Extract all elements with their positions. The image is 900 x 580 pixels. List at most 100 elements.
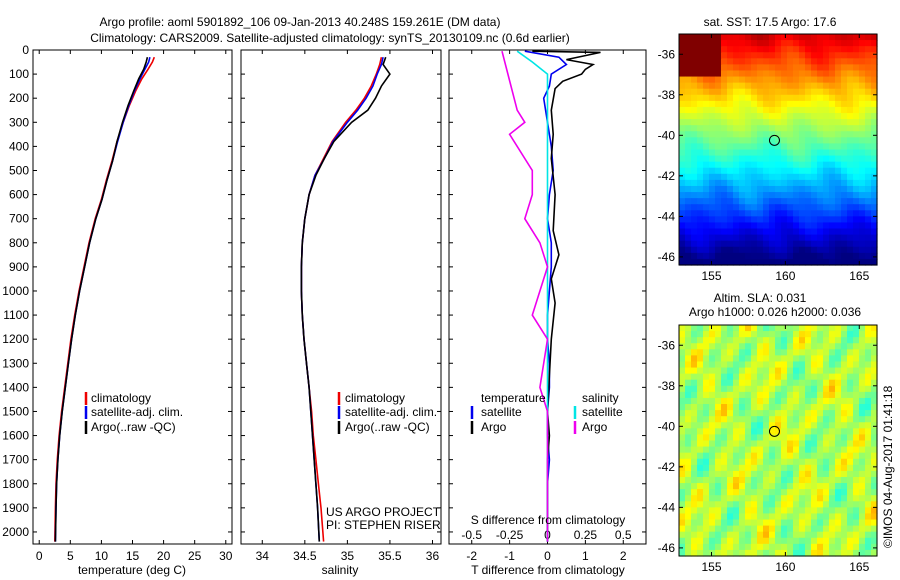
map-cell xyxy=(757,543,764,551)
map-cell xyxy=(793,549,800,557)
map-cell xyxy=(715,204,722,211)
map-cell xyxy=(817,452,824,460)
map-cell xyxy=(775,131,782,138)
map-cell xyxy=(793,410,800,417)
map-cell xyxy=(805,100,812,108)
map-cell xyxy=(847,40,854,47)
map-cell xyxy=(703,240,710,248)
map-cell xyxy=(751,379,758,387)
map-cell xyxy=(697,240,704,248)
map-cell xyxy=(733,222,740,230)
map-cell xyxy=(841,476,848,484)
map-cell xyxy=(739,106,746,114)
map-cell xyxy=(823,343,830,350)
salinity-panel: 34 34.5 35 35.5 36 salinity climatology sate… xyxy=(240,49,442,577)
map-cell xyxy=(799,252,806,260)
map-cell xyxy=(715,234,722,242)
map-cell xyxy=(727,391,734,399)
map-cell xyxy=(739,464,746,472)
map-cell xyxy=(751,428,758,436)
sla-map-frame xyxy=(678,324,878,557)
map-cell xyxy=(691,422,698,429)
map-cell xyxy=(721,58,728,65)
map-cell xyxy=(805,549,812,557)
map-cell xyxy=(709,458,716,466)
map-cell xyxy=(721,113,728,120)
map-cell xyxy=(769,440,776,448)
map-cell xyxy=(817,34,824,41)
map-cell xyxy=(859,119,866,126)
map-cell xyxy=(769,404,776,411)
map-cell xyxy=(841,76,848,84)
map-cell xyxy=(709,404,716,411)
map-cell xyxy=(727,143,734,151)
lat-tick-label: -46 xyxy=(658,250,676,264)
map-cell xyxy=(757,258,764,266)
map-cell xyxy=(763,94,770,102)
map-cell xyxy=(847,131,854,138)
map-cell xyxy=(793,397,800,405)
map-cell xyxy=(769,52,776,59)
map-cell xyxy=(703,367,710,375)
map-cell xyxy=(733,143,740,151)
map-cell xyxy=(757,325,764,332)
map-cell xyxy=(757,428,764,436)
map-cell xyxy=(745,501,752,508)
map-cell xyxy=(793,470,800,478)
map-cell xyxy=(805,246,812,254)
map-cell xyxy=(871,434,878,442)
map-cell xyxy=(787,125,794,132)
map-cell xyxy=(727,489,734,496)
map-cell xyxy=(787,379,794,387)
series-line-argo-raw-qc- xyxy=(300,56,391,542)
map-cell xyxy=(781,106,788,114)
map-cell xyxy=(685,131,692,138)
map-cell xyxy=(757,385,764,393)
map-cell xyxy=(733,149,740,157)
map-cell xyxy=(727,179,734,187)
map-cell xyxy=(757,331,764,338)
map-cell xyxy=(829,234,836,242)
map-cell xyxy=(775,76,782,84)
map-cell xyxy=(733,234,740,242)
x-tick-label: 1 xyxy=(582,549,589,563)
map-cell xyxy=(769,367,776,375)
map-cell xyxy=(757,513,764,521)
map-cell xyxy=(823,100,830,108)
map-cell xyxy=(787,337,794,344)
map-cell xyxy=(751,76,758,84)
map-cell xyxy=(835,404,842,411)
map-cell xyxy=(679,519,686,527)
map-cell xyxy=(859,143,866,151)
map-cell xyxy=(757,501,764,508)
map-cell xyxy=(697,210,704,217)
map-cell xyxy=(787,161,794,169)
map-cell xyxy=(865,385,872,393)
map-cell xyxy=(679,52,686,59)
map-cell xyxy=(805,476,812,484)
map-cell xyxy=(781,361,788,369)
map-cell xyxy=(781,373,788,381)
sla-map-panel: Altim. SLA: 0.031 Argo h1000: 0.026 h200… xyxy=(658,291,878,574)
map-cell xyxy=(697,40,704,47)
map-cell xyxy=(721,76,728,84)
map-cell xyxy=(697,64,704,72)
map-cell xyxy=(709,252,716,260)
map-cell xyxy=(721,52,728,59)
map-cell xyxy=(739,513,746,521)
map-cell xyxy=(853,100,860,108)
map-cell xyxy=(859,185,866,193)
map-cell xyxy=(799,531,806,539)
map-cell xyxy=(703,143,710,151)
map-cell xyxy=(691,367,698,375)
map-cell xyxy=(865,167,872,175)
map-cell xyxy=(709,507,716,515)
salinity-diff-tick-label: 0.25 xyxy=(574,528,598,542)
map-cell xyxy=(871,331,878,338)
series-line-temperature-argo xyxy=(532,50,601,542)
map-cell xyxy=(709,391,716,399)
map-cell xyxy=(853,349,860,356)
map-cell xyxy=(841,489,848,496)
map-cell xyxy=(775,343,782,350)
map-cell xyxy=(817,88,824,96)
